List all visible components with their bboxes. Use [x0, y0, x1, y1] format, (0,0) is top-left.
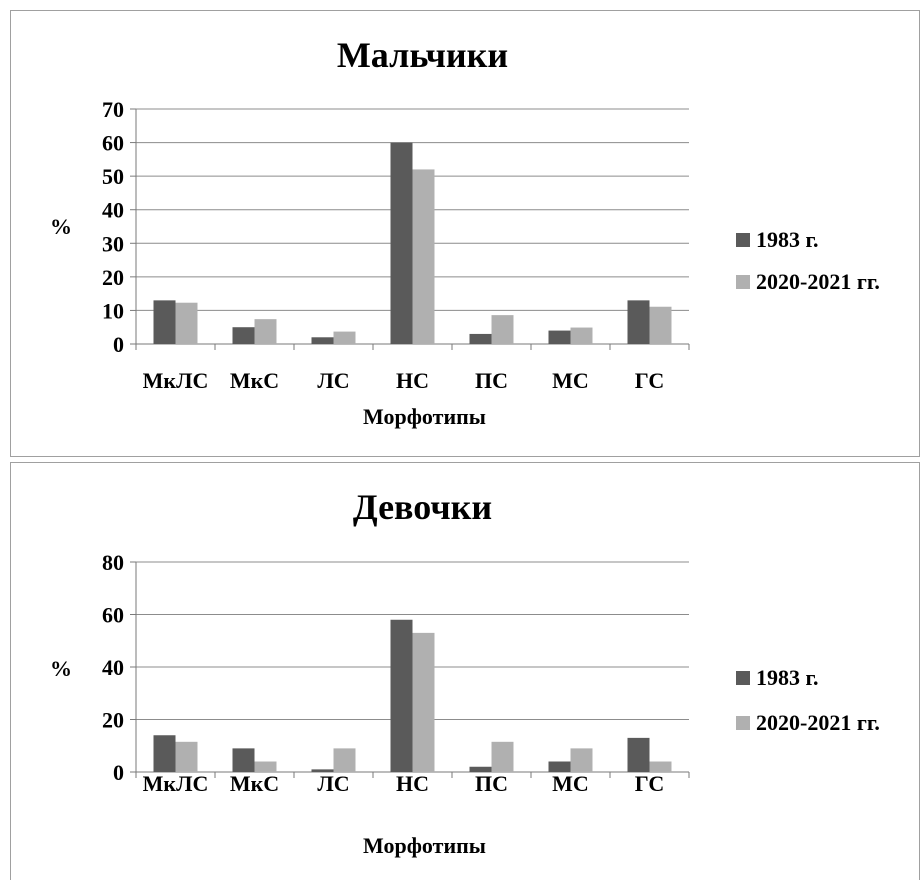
x-category-label: ЛС	[317, 368, 349, 393]
y-tick-label: 20	[102, 265, 124, 290]
bar-1983-4	[390, 619, 413, 772]
chart-title: Мальчики	[337, 35, 508, 75]
bar-1983-1	[153, 300, 176, 344]
bar-2020-2021-1	[175, 302, 198, 344]
x-axis-label: Морфотипы	[363, 404, 486, 429]
legend-swatch-1983	[736, 671, 750, 685]
bar-1983-6	[548, 330, 571, 344]
x-axis-label: Морфотипы	[363, 833, 486, 858]
bar-2020-2021-6	[570, 748, 593, 772]
x-category-label: МС	[552, 771, 589, 796]
y-tick-label: 50	[102, 164, 124, 189]
y-tick-label: 60	[102, 603, 124, 628]
bar-2020-2021-5	[491, 315, 514, 344]
legend-swatch-2020-2021	[736, 716, 750, 730]
x-category-label: МС	[552, 368, 589, 393]
x-category-label: ПС	[475, 368, 508, 393]
legend-swatch-1983	[736, 233, 750, 247]
y-tick-label: 20	[102, 708, 124, 733]
bar-1983-5	[469, 333, 492, 344]
bar-1983-3	[311, 769, 334, 772]
bar-2020-2021-2	[254, 319, 277, 344]
bar-2020-2021-7	[649, 306, 672, 344]
y-tick-label: 40	[102, 655, 124, 680]
y-tick-label: 0	[113, 760, 124, 785]
bar-2020-2021-4	[412, 632, 435, 772]
x-category-label: МкЛС	[143, 368, 209, 393]
chart-panel-girls: Девочки 0 20 40 60 80 МкЛС МкС ЛС НС ПС МС ГС% Морфот…	[10, 462, 920, 880]
y-tick-label: 0	[113, 332, 124, 357]
y-tick-label: 30	[102, 231, 124, 256]
bar-1983-5	[469, 766, 492, 772]
bar-2020-2021-1	[175, 741, 198, 772]
bar-1983-4	[390, 142, 413, 344]
x-category-label: ГС	[635, 771, 665, 796]
y-axis-label: %	[50, 656, 72, 681]
bar-1983-2	[232, 748, 255, 772]
bar-1983-7	[627, 737, 650, 772]
x-category-label: ПС	[475, 771, 508, 796]
x-category-label: ЛС	[317, 771, 349, 796]
chart-panel-boys: Мальчики 0 10 20 30 40 50 60 70 МкЛС МкС ЛС НС ПС МС ГС…	[10, 10, 920, 457]
boys-chart-svg: Мальчики 0 10 20 30 40 50 60 70 МкЛС МкС ЛС НС ПС МС ГС…	[50, 35, 880, 429]
x-category-label: МкС	[230, 368, 279, 393]
bar-1983-2	[232, 327, 255, 344]
legend-label-2020-2021: 2020-2021 гг.	[756, 710, 880, 735]
x-category-label: НС	[396, 771, 429, 796]
bar-2020-2021-3	[333, 748, 356, 772]
bar-2020-2021-4	[412, 169, 435, 344]
y-tick-label: 40	[102, 198, 124, 223]
legend-label-1983: 1983 г.	[756, 665, 819, 690]
bar-1983-1	[153, 735, 176, 772]
y-axis-label: %	[50, 214, 72, 239]
bar-1983-6	[548, 761, 571, 772]
y-tick-label: 60	[102, 131, 124, 156]
legend-label-1983: 1983 г.	[756, 227, 819, 252]
y-tick-label: 80	[102, 550, 124, 575]
bar-1983-3	[311, 337, 334, 344]
bar-2020-2021-7	[649, 761, 672, 772]
bar-2020-2021-6	[570, 327, 593, 344]
bar-2020-2021-2	[254, 761, 277, 772]
bar-1983-7	[627, 300, 650, 344]
girls-chart-svg: Девочки 0 20 40 60 80 МкЛС МкС ЛС НС ПС МС ГС% Морфот…	[50, 487, 880, 858]
y-tick-label: 70	[102, 97, 124, 122]
y-tick-label: 10	[102, 298, 124, 323]
bar-2020-2021-3	[333, 331, 356, 344]
legend-swatch-2020-2021	[736, 275, 750, 289]
legend-label-2020-2021: 2020-2021 гг.	[756, 269, 880, 294]
bar-2020-2021-5	[491, 741, 514, 772]
x-category-label: МкС	[230, 771, 279, 796]
x-category-label: НС	[396, 368, 429, 393]
x-category-label: МкЛС	[143, 771, 209, 796]
x-category-label: ГС	[635, 368, 665, 393]
chart-title: Девочки	[353, 487, 492, 527]
